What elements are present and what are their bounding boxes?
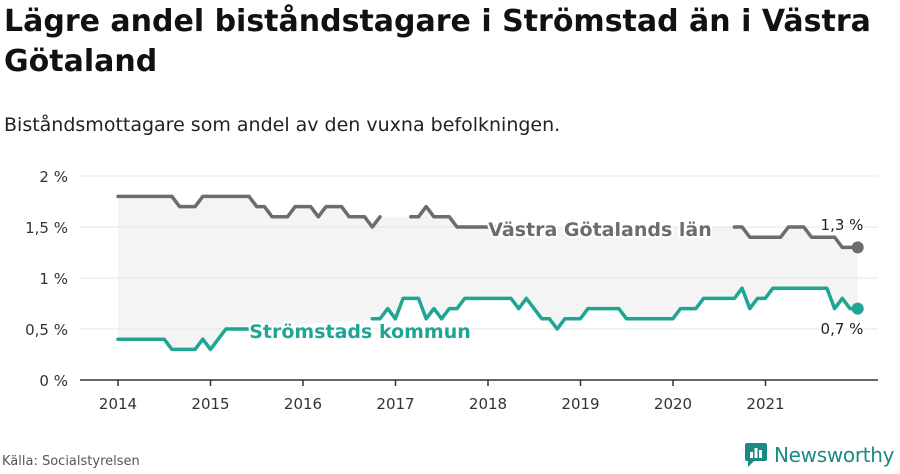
series-labels: Västra Götalands län Strömstads kommun 1,3… — [247, 214, 865, 345]
series-lines — [116, 194, 864, 352]
range-band — [118, 196, 858, 350]
series-label-strom: Strömstads kommun — [249, 321, 471, 343]
source-note: Källa: Socialstyrelsen — [2, 454, 140, 469]
series-line-vg — [116, 194, 860, 250]
series-line-strom — [116, 286, 860, 352]
chart-title: Lägre andel biståndstagare i Strömstad ä… — [4, 4, 871, 79]
series-label-vg: Västra Götalands län — [488, 219, 711, 241]
y-tick-label: 0 % — [39, 372, 68, 390]
x-tick-label: 2017 — [376, 395, 414, 413]
brand-name: Newsworthy — [774, 443, 895, 467]
newsworthy-logo: Newsworthy — [744, 441, 895, 469]
x-tick-label: 2018 — [469, 395, 507, 413]
end-label-vg: 1,3 % — [821, 216, 864, 234]
y-tick-label: 2 % — [39, 168, 68, 186]
x-tick-label: 2020 — [654, 395, 692, 413]
x-tick-label: 2015 — [191, 395, 229, 413]
end-label-strom: 0,7 % — [821, 320, 864, 338]
x-axis: 2014 2015 2016 2017 2018 2019 2020 2021 — [80, 379, 878, 413]
y-tick-label: 1 % — [39, 270, 68, 288]
chart-subtitle: Biståndsmottagare som andel av den vuxna… — [4, 114, 561, 136]
y-tick-label: 1,5 % — [25, 219, 68, 237]
x-tick-label: 2021 — [746, 395, 784, 413]
x-tick-label: 2019 — [561, 395, 599, 413]
end-point-strom — [851, 302, 864, 315]
band-area — [118, 196, 858, 350]
end-point-vg — [851, 241, 864, 254]
line-chart: 0 % 0,5 % 1 % 1,5 % 2 % 2014 2015 2016 2017 2018… — [25, 168, 878, 413]
y-tick-label: 0,5 % — [25, 321, 68, 339]
x-tick-label: 2016 — [284, 395, 322, 413]
y-axis-labels: 0 % 0,5 % 1 % 1,5 % 2 % — [25, 168, 68, 390]
x-tick-label: 2014 — [99, 395, 137, 413]
newsworthy-logo-icon — [745, 443, 767, 467]
